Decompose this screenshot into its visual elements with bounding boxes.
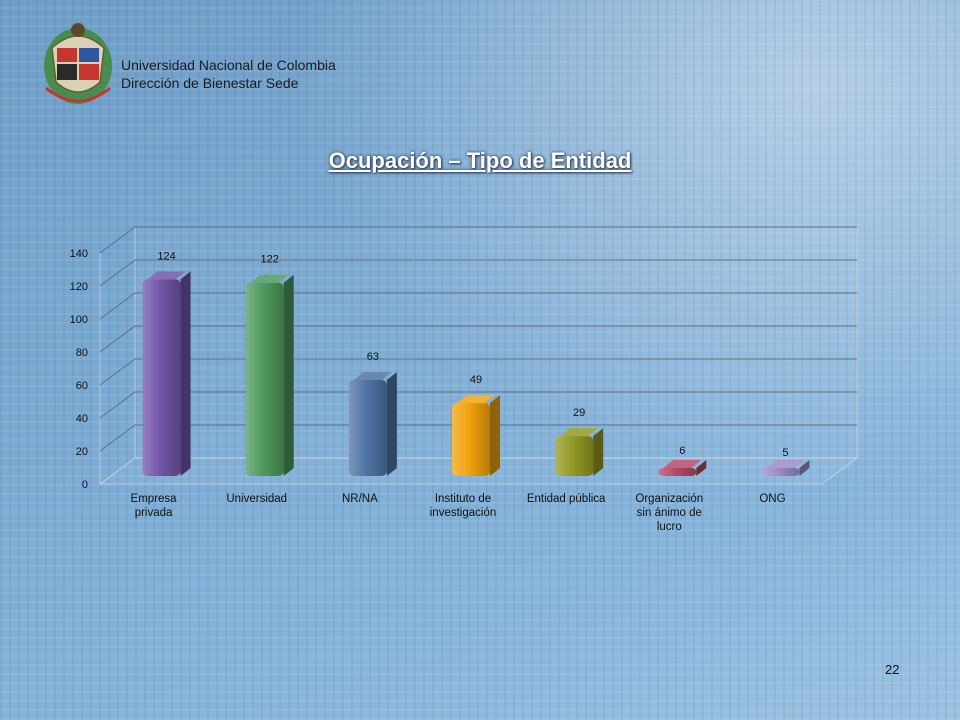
data-label: 5 <box>782 447 788 459</box>
y-tick-label: 120 <box>70 281 88 293</box>
bar <box>348 372 397 476</box>
gridline <box>99 259 857 287</box>
gridline <box>99 424 857 452</box>
data-label: 29 <box>573 407 585 419</box>
y-tick-label: 100 <box>70 314 88 326</box>
bar-side <box>283 274 294 476</box>
bar-front <box>348 380 387 476</box>
bar-front <box>452 403 490 476</box>
y-tick-label: 80 <box>76 347 88 359</box>
organization-header: Universidad Nacional de Colombia Direcci… <box>121 56 336 92</box>
bar <box>761 460 810 476</box>
slide-title: Ocupación – Tipo de Entidad <box>328 148 632 173</box>
x-category-label: Empresa privada <box>131 493 178 519</box>
y-tick-label: 0 <box>82 479 88 491</box>
bar-side <box>799 460 810 476</box>
gridline <box>99 325 857 353</box>
bar-top <box>663 460 702 468</box>
x-category-label: Universidad <box>226 493 287 505</box>
bar-front <box>245 282 284 476</box>
bar-top <box>147 271 186 280</box>
data-label: 124 <box>157 250 175 262</box>
bar-top <box>250 274 289 283</box>
y-tick-label: 20 <box>76 446 88 458</box>
bar-side <box>593 428 604 476</box>
bar <box>452 395 500 476</box>
data-label: 63 <box>367 351 379 363</box>
bar <box>658 460 707 476</box>
bar <box>142 271 191 476</box>
bar-top <box>766 460 805 468</box>
gridline <box>99 226 857 254</box>
gridline <box>99 358 857 386</box>
bar-side <box>696 460 707 476</box>
university-crest-logo <box>44 23 112 104</box>
gridline <box>99 292 857 320</box>
bar-top <box>353 372 392 381</box>
x-category-label: Organización sin ánimo de lucro <box>635 493 703 533</box>
x-category-label: Entidad pública <box>527 493 606 505</box>
bar-front <box>555 436 594 476</box>
org-department: Dirección de Bienestar Sede <box>121 75 299 91</box>
bar-front <box>142 279 181 476</box>
bar-top <box>457 395 495 404</box>
x-category-label: NR/NA <box>342 493 378 505</box>
x-category-label: ONG <box>759 493 785 505</box>
bar <box>555 428 604 476</box>
data-label: 6 <box>679 445 685 457</box>
bar-side <box>490 395 500 476</box>
y-tick-label: 140 <box>70 248 88 260</box>
data-label: 49 <box>470 374 482 386</box>
bar-front <box>761 468 800 476</box>
y-tick-label: 60 <box>76 380 88 392</box>
org-name: Universidad Nacional de Colombia <box>121 57 336 73</box>
y-tick-label: 40 <box>76 413 88 425</box>
bar <box>245 274 294 476</box>
x-category-label: Instituto de investigación <box>430 493 496 519</box>
bar-front <box>658 468 697 476</box>
gridline <box>99 391 857 419</box>
page-number: 22 <box>885 662 900 677</box>
bar-side <box>180 271 191 476</box>
data-label: 122 <box>261 254 279 266</box>
bar-top <box>560 428 599 437</box>
bar-side <box>386 372 397 476</box>
